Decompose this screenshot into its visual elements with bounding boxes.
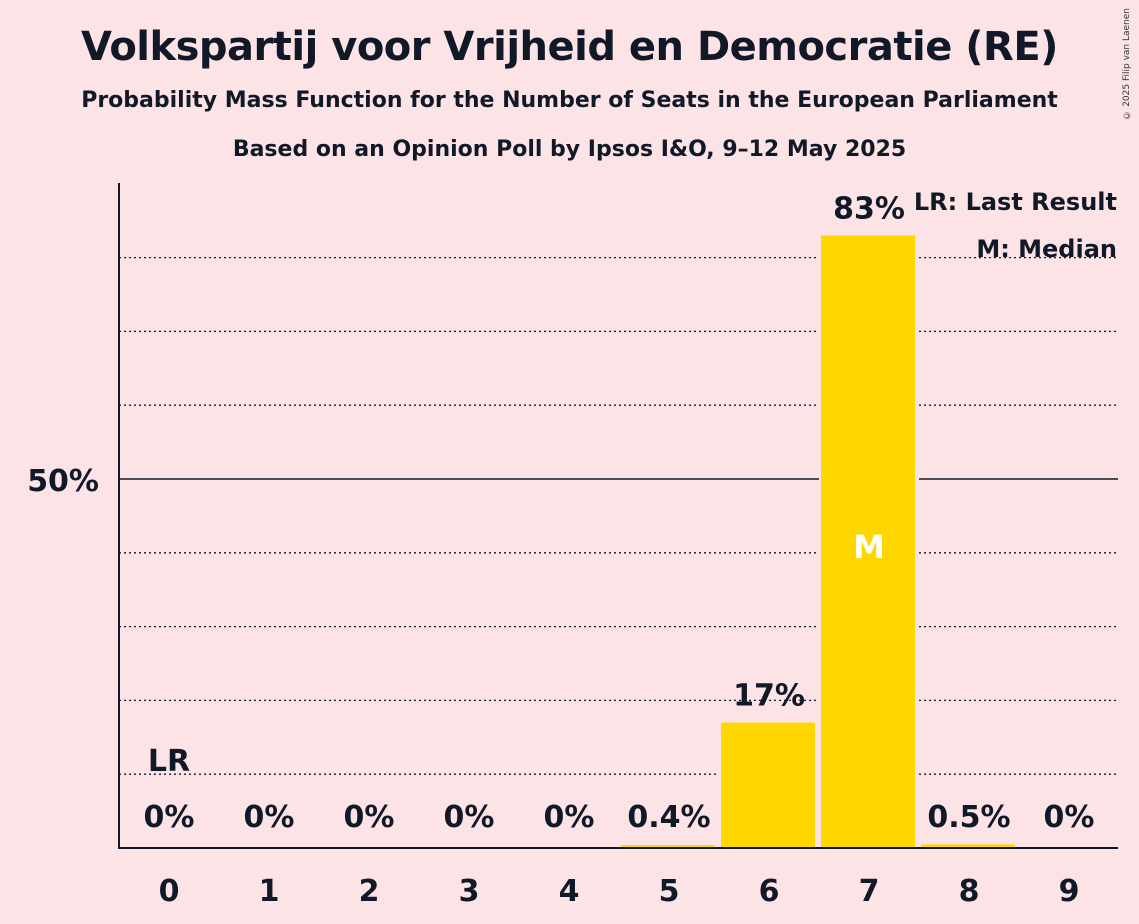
y-tick-label-50: 50%	[27, 464, 99, 499]
x-tick-label-5: 5	[659, 874, 680, 909]
gridlines	[119, 256, 1118, 775]
value-label-2: 0%	[344, 800, 395, 835]
value-label-3: 0%	[444, 800, 495, 835]
value-label-7: 83%	[833, 191, 905, 226]
x-tick-label-8: 8	[959, 874, 980, 909]
x-tick-label-2: 2	[359, 874, 380, 909]
x-tick-label-1: 1	[259, 874, 280, 909]
value-label-9: 0%	[1044, 800, 1095, 835]
bar-6	[721, 722, 815, 848]
value-label-8: 0.5%	[927, 800, 1010, 835]
x-tick-label-4: 4	[559, 874, 580, 909]
x-tick-label-3: 3	[459, 874, 480, 909]
chart-title: Volkspartij voor Vrijheid en Democratie …	[81, 24, 1058, 70]
value-label-5: 0.4%	[627, 800, 710, 835]
value-label-6: 17%	[733, 679, 805, 714]
last-result-marker: LR	[148, 744, 190, 779]
axes: 50% 0 1 2 3 4 5 6 7 8 9	[27, 183, 1118, 909]
chart-subtitle: Probability Mass Function for the Number…	[81, 88, 1058, 113]
labels: 0% 0% 0% 0% 0% 0.4% 17% 83% 0.5% 0% LR M	[144, 191, 1095, 835]
bars	[619, 235, 1019, 848]
legend-median: M: Median	[976, 235, 1117, 263]
bar-8	[921, 844, 1015, 848]
median-marker: M	[853, 528, 885, 566]
bar-5	[621, 845, 715, 848]
x-tick-label-6: 6	[759, 874, 780, 909]
x-tick-label-7: 7	[859, 874, 880, 909]
value-label-4: 0%	[544, 800, 595, 835]
value-label-0: 0%	[144, 800, 195, 835]
x-tick-label-9: 9	[1059, 874, 1080, 909]
x-tick-label-0: 0	[159, 874, 180, 909]
legend-last-result: LR: Last Result	[914, 188, 1117, 216]
chart-poll-subtitle: Based on an Opinion Poll by Ipsos I&O, 9…	[232, 137, 907, 162]
legend: LR: Last Result M: Median	[914, 188, 1117, 263]
value-label-1: 0%	[244, 800, 295, 835]
bar-7	[821, 235, 915, 848]
